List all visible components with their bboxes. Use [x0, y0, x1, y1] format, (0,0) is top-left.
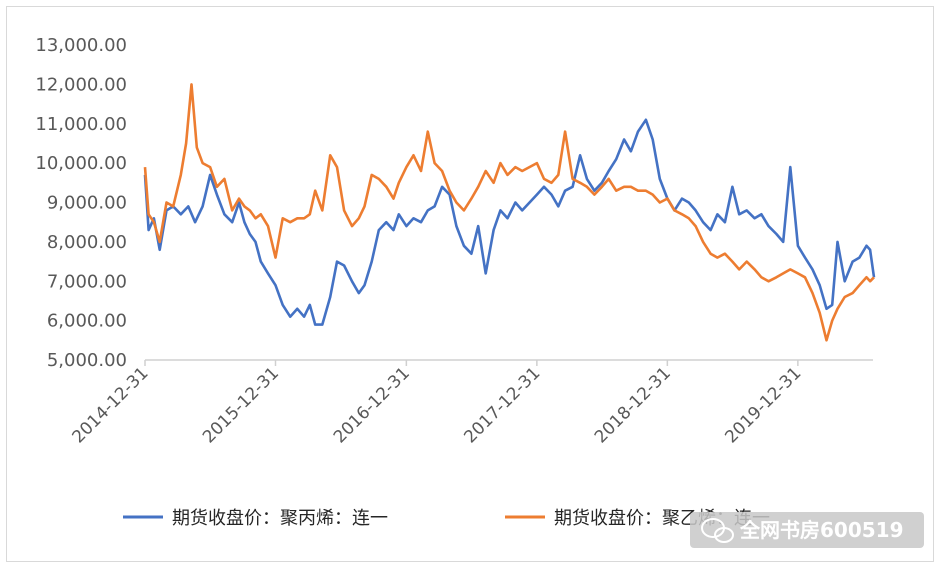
watermark-text: 全网书房600519 — [739, 518, 904, 542]
y-tick-label: 9,000.00 — [47, 193, 127, 214]
x-tick-label: 2019-12-31 — [721, 363, 805, 447]
y-tick-label: 11,000.00 — [35, 114, 127, 135]
y-tick-label: 5,000.00 — [47, 350, 127, 371]
series-line-polypropylene — [143, 118, 876, 326]
x-tick-label: 2014-12-31 — [69, 363, 153, 447]
x-axis: 2014-12-31 2015-12-31 2016-12-31 2017-12-31… — [69, 359, 873, 447]
watermark-background — [690, 512, 924, 548]
x-tick-label: 2016-12-31 — [330, 363, 414, 447]
series-line-polyethylene — [143, 83, 875, 342]
x-tick-label: 2015-12-31 — [199, 363, 283, 447]
plot-area — [143, 83, 876, 342]
y-tick-label: 12,000.00 — [35, 74, 127, 95]
legend-label-polypropylene: 期货收盘价：聚丙烯：连一 — [172, 508, 388, 529]
x-tick-label: 2018-12-31 — [591, 363, 675, 447]
legend: 期货收盘价：聚丙烯：连一 期货收盘价：聚乙烯：连一 — [123, 508, 770, 529]
y-axis: 13,000.00 12,000.00 11,000.00 10,000.00 9,00… — [35, 35, 127, 371]
y-tick-label: 7,000.00 — [47, 271, 127, 292]
y-tick-label: 10,000.00 — [35, 153, 127, 174]
chart-frame — [6, 6, 934, 562]
wechat-icon — [701, 518, 734, 543]
x-tick-label: 2017-12-31 — [460, 363, 544, 447]
y-tick-label: 6,000.00 — [47, 311, 127, 332]
legend-item-polypropylene: 期货收盘价：聚丙烯：连一 — [123, 508, 388, 529]
watermark: 全网书房600519 — [690, 512, 924, 548]
y-tick-label: 8,000.00 — [47, 232, 127, 253]
y-tick-label: 13,000.00 — [35, 35, 127, 56]
